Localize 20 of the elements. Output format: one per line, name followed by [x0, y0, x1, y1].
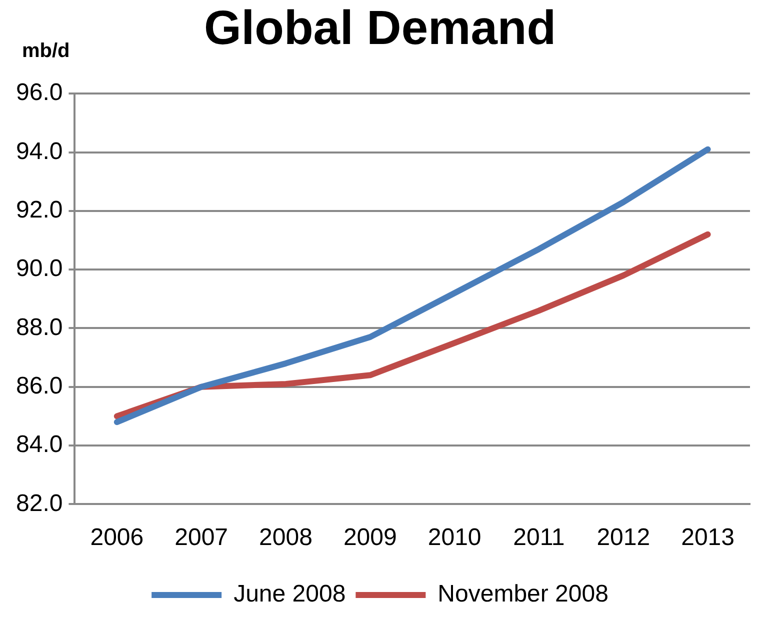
x-tick-label: 2007: [174, 524, 228, 552]
y-tick-label: 96.0: [16, 79, 63, 106]
y-axis-title: mb/d: [22, 40, 70, 62]
y-tick-label: 84.0: [16, 431, 63, 458]
x-tick-label: 2012: [596, 524, 650, 552]
chart-title: Global Demand: [204, 2, 556, 56]
x-tick-label: 2010: [428, 524, 482, 552]
y-tick-label: 82.0: [16, 490, 63, 517]
y-tick-label: 88.0: [16, 314, 63, 341]
y-tick-label: 90.0: [16, 255, 63, 282]
x-tick-label: 2013: [681, 524, 734, 552]
legend-label: June 2008: [234, 580, 346, 608]
y-tick-label: 92.0: [16, 196, 63, 224]
y-tick-label: 94.0: [16, 138, 63, 165]
x-tick-label: 2011: [513, 524, 565, 552]
x-tick-label: 2006: [90, 524, 144, 552]
x-tick-label: 2008: [259, 524, 312, 552]
legend-label: November 2008: [438, 580, 608, 608]
x-tick-label: 2009: [343, 524, 397, 552]
y-tick-label: 86.0: [16, 372, 63, 400]
